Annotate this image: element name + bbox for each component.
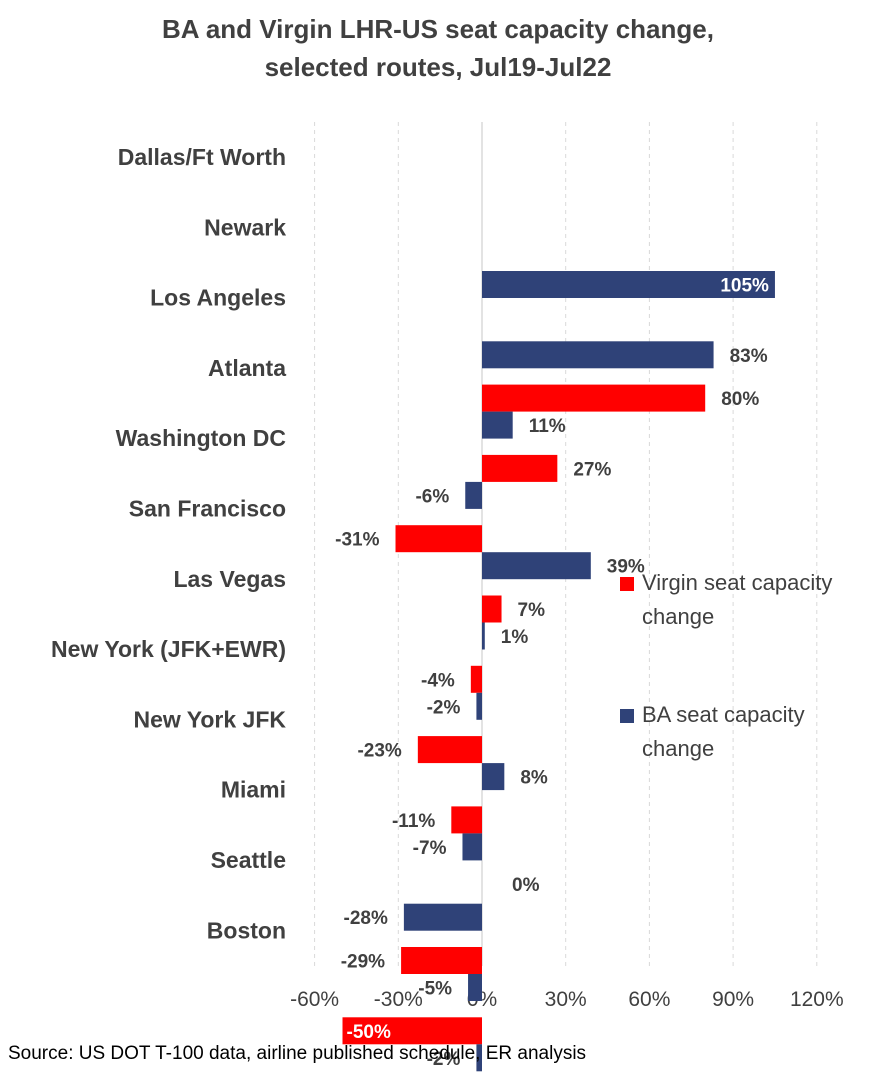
virgin-bar (482, 454, 558, 482)
virgin-data-label: -31% (335, 530, 379, 551)
virgin-bar (417, 736, 482, 764)
x-tick-label: -60% (290, 988, 339, 1011)
legend-label-ba: BA seat capacity change (642, 702, 805, 761)
virgin-bar (451, 806, 482, 834)
virgin-data-label: 27% (573, 459, 611, 480)
ba-data-label: -6% (415, 486, 449, 507)
x-tick-label: 120% (790, 988, 844, 1011)
ba-data-label: 105% (720, 276, 769, 297)
ba-data-label: -28% (344, 908, 388, 929)
ba-data-label: 11% (529, 416, 566, 437)
ba-bar (482, 622, 485, 650)
category-label: Atlanta (208, 355, 286, 381)
ba-bar (468, 974, 482, 1001)
ba-data-label: 1% (501, 627, 529, 648)
virgin-bar (482, 595, 502, 623)
ba-bar (482, 271, 775, 298)
category-label: Los Angeles (150, 285, 286, 311)
virgin-bar (470, 665, 482, 693)
ba-data-label: -7% (413, 838, 447, 859)
virgin-data-label: -50% (347, 1022, 391, 1043)
x-tick-label: 30% (545, 988, 587, 1011)
category-label: Seattle (211, 847, 286, 873)
category-label: Boston (207, 917, 286, 943)
chart-title: BA and Virgin LHR-US seat capacity chang… (0, 10, 876, 86)
ba-bar (462, 833, 482, 861)
ba-bar (476, 692, 482, 720)
category-label: Newark (204, 214, 286, 240)
virgin-data-label: 7% (518, 600, 546, 621)
category-label: Las Vegas (173, 566, 286, 592)
virgin-bar (342, 1017, 482, 1045)
virgin-data-label: -29% (341, 952, 385, 973)
virgin-bar (395, 525, 482, 553)
chart-title-line-2: selected routes, Jul19-Jul22 (264, 52, 612, 82)
ba-bar (482, 552, 591, 580)
ba-bar (476, 1044, 482, 1072)
virgin-data-label: -4% (421, 670, 455, 691)
category-label: New York JFK (133, 706, 286, 732)
x-tick-label: 90% (712, 988, 754, 1011)
ba-data-label: -2% (427, 1049, 461, 1070)
legend-item-virgin: Virgin seat capacity change (620, 566, 852, 634)
ba-bar (465, 481, 482, 509)
virgin-data-label: -23% (357, 741, 401, 762)
legend-swatch-virgin (620, 577, 634, 591)
chart-title-line-1: BA and Virgin LHR-US seat capacity chang… (162, 14, 714, 44)
ba-bar (482, 341, 714, 369)
ba-bar (482, 411, 513, 439)
virgin-bar (401, 947, 482, 974)
legend-swatch-ba (620, 709, 634, 723)
category-label: New York (JFK+EWR) (51, 636, 286, 662)
virgin-data-label: 80% (721, 389, 759, 410)
category-label: Washington DC (116, 425, 286, 451)
virgin-data-label: 0% (512, 875, 540, 896)
ba-data-label: 83% (730, 346, 768, 367)
ba-data-label: 8% (520, 768, 548, 789)
x-tick-label: -30% (374, 988, 423, 1011)
ba-bar (403, 903, 482, 931)
category-label: Dallas/Ft Worth (118, 144, 286, 170)
ba-bar (482, 763, 505, 791)
virgin-bar (482, 384, 706, 412)
legend-label-virgin: Virgin seat capacity change (642, 570, 833, 629)
ba-data-label: -2% (427, 697, 461, 718)
x-tick-label: 60% (628, 988, 670, 1011)
virgin-data-label: -11% (392, 811, 435, 832)
source-note: Source: US DOT T-100 data, airline publi… (8, 1043, 587, 1064)
ba-data-label: -5% (418, 979, 452, 1000)
legend-item-ba: BA seat capacity change (620, 698, 852, 766)
ba-data-label: 39% (607, 557, 645, 578)
category-label: San Francisco (129, 496, 286, 522)
category-label: Miami (221, 777, 286, 803)
